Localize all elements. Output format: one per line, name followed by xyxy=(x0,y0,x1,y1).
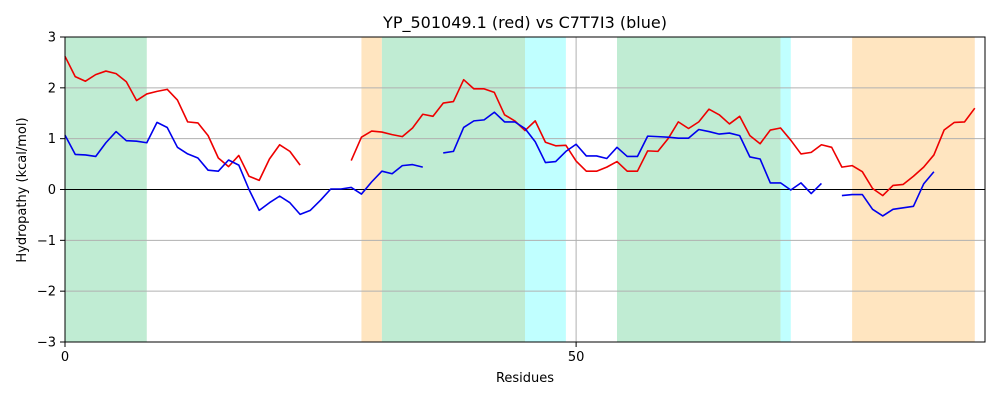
series-lines xyxy=(64,55,976,217)
y-tick-label: −2 xyxy=(37,285,56,300)
y-axis-label: Hydropathy (kcal/mol) xyxy=(15,117,30,262)
x-axis-ticks: 0 50 xyxy=(61,342,585,365)
x-axis-label: Residues xyxy=(496,371,554,386)
y-tick-label: 0 xyxy=(48,183,56,198)
y-tick-label: 3 xyxy=(48,31,56,46)
chart-title: YP_501049.1 (red) vs C7T7I3 (blue) xyxy=(382,13,667,33)
series-line-0 xyxy=(64,55,976,197)
x-tick-label: 50 xyxy=(568,350,585,365)
y-tick-label: −3 xyxy=(37,336,56,351)
x-tick-label: 0 xyxy=(61,350,69,365)
series-line-1 xyxy=(64,111,935,217)
y-axis-ticks: −3 −2 −1 0 1 2 3 xyxy=(37,31,65,351)
y-tick-label: −1 xyxy=(37,234,56,249)
y-tick-label: 2 xyxy=(48,81,56,96)
y-tick-label: 1 xyxy=(48,132,56,147)
